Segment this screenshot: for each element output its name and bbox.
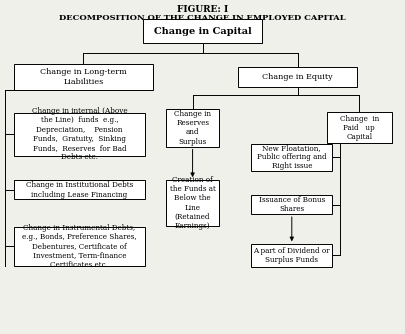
FancyBboxPatch shape: [238, 67, 357, 87]
FancyBboxPatch shape: [166, 180, 220, 226]
FancyBboxPatch shape: [14, 113, 145, 156]
Text: A part of Dividend or
Surplus Funds: A part of Dividend or Surplus Funds: [254, 247, 330, 264]
Text: Creation of
the Funds at
Below the
Line
(Retained
Earnings): Creation of the Funds at Below the Line …: [170, 176, 215, 230]
Text: DECOMPOSITION OF THE CHANGE IN EMPLOYED CAPITAL: DECOMPOSITION OF THE CHANGE IN EMPLOYED …: [59, 14, 346, 22]
FancyBboxPatch shape: [251, 144, 333, 171]
Text: Change  in
Paid   up
Capital: Change in Paid up Capital: [340, 115, 379, 141]
FancyBboxPatch shape: [143, 19, 262, 43]
Text: Change in internal (Above
the Line)  funds  e.g.,
Depreciation,    Pension
Funds: Change in internal (Above the Line) fund…: [32, 107, 127, 161]
Text: New Floatation,
Public offering and
Right issue: New Floatation, Public offering and Righ…: [257, 144, 326, 170]
Text: Issuance of Bonus
Shares: Issuance of Bonus Shares: [259, 196, 325, 213]
Text: Change in Instrumental Debts,
e.g., Bonds, Preference Shares,
Debentures, Certif: Change in Instrumental Debts, e.g., Bond…: [22, 224, 137, 269]
Text: Change in Institutional Debts
including Lease Financing: Change in Institutional Debts including …: [26, 181, 133, 198]
Text: Change in Equity: Change in Equity: [262, 73, 333, 81]
FancyBboxPatch shape: [14, 180, 145, 199]
Text: Change in Capital: Change in Capital: [153, 27, 252, 36]
FancyBboxPatch shape: [166, 109, 220, 147]
FancyBboxPatch shape: [251, 244, 333, 267]
FancyBboxPatch shape: [251, 195, 333, 214]
FancyBboxPatch shape: [14, 64, 153, 90]
Text: Change in Long-term
Liabilities: Change in Long-term Liabilities: [40, 68, 127, 86]
FancyBboxPatch shape: [14, 226, 145, 266]
FancyBboxPatch shape: [326, 112, 392, 143]
Text: Change in
Reserves
and
Surplus: Change in Reserves and Surplus: [174, 110, 211, 146]
Text: FIGURE: I: FIGURE: I: [177, 5, 228, 14]
